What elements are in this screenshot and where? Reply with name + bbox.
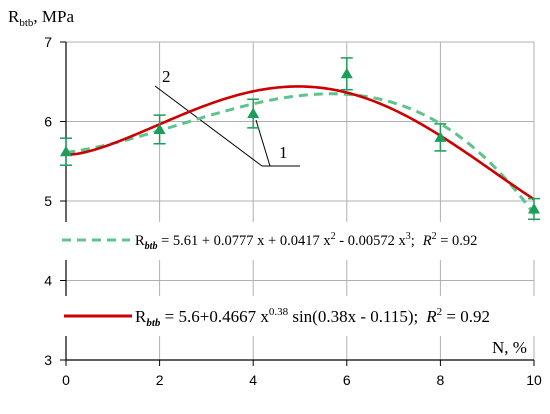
series-1-leader — [255, 119, 271, 167]
y-tick-label: 5 — [44, 193, 52, 209]
y-tick-label: 4 — [44, 273, 52, 289]
data-point — [153, 123, 166, 134]
y-axis-label: Rbtb, MPa — [8, 7, 74, 29]
data-points — [60, 57, 540, 221]
equation-1-box — [56, 296, 544, 336]
data-point — [434, 131, 447, 142]
x-axis-label: N, % — [492, 338, 527, 357]
x-tick-label: 6 — [343, 372, 351, 388]
series-1-number: 1 — [279, 143, 288, 162]
data-point — [60, 145, 72, 157]
equation-1: Rbtb = 5.6+0.4667 x0.38 sin(0.38x - 0.11… — [135, 306, 490, 329]
y-tick-label: 7 — [44, 34, 52, 50]
x-tick-label: 0 — [62, 372, 70, 388]
curves — [65, 85, 536, 215]
x-tick-labels: 0 2 4 6 8 10 — [62, 372, 542, 388]
x-tick-label: 10 — [526, 372, 542, 388]
data-point — [528, 202, 540, 214]
equation-2-box — [56, 222, 544, 260]
x-tick-label: 4 — [249, 372, 257, 388]
y-tick-label: 6 — [44, 114, 52, 130]
x-tick-label: 2 — [156, 372, 164, 388]
data-point — [247, 107, 260, 119]
x-tick-label: 8 — [437, 372, 445, 388]
series-1-curve — [65, 85, 535, 201]
equation-2: Rbtb = 5.61 + 0.0777 x + 0.0417 x2 - 0.0… — [135, 231, 477, 252]
series-2-curve — [65, 92, 536, 215]
series-2-number: 2 — [162, 67, 171, 86]
y-tick-label: 3 — [44, 352, 52, 368]
y-tick-labels: 3 4 5 6 7 — [44, 34, 52, 368]
series-2-leader — [154, 85, 263, 167]
data-point — [340, 67, 353, 79]
